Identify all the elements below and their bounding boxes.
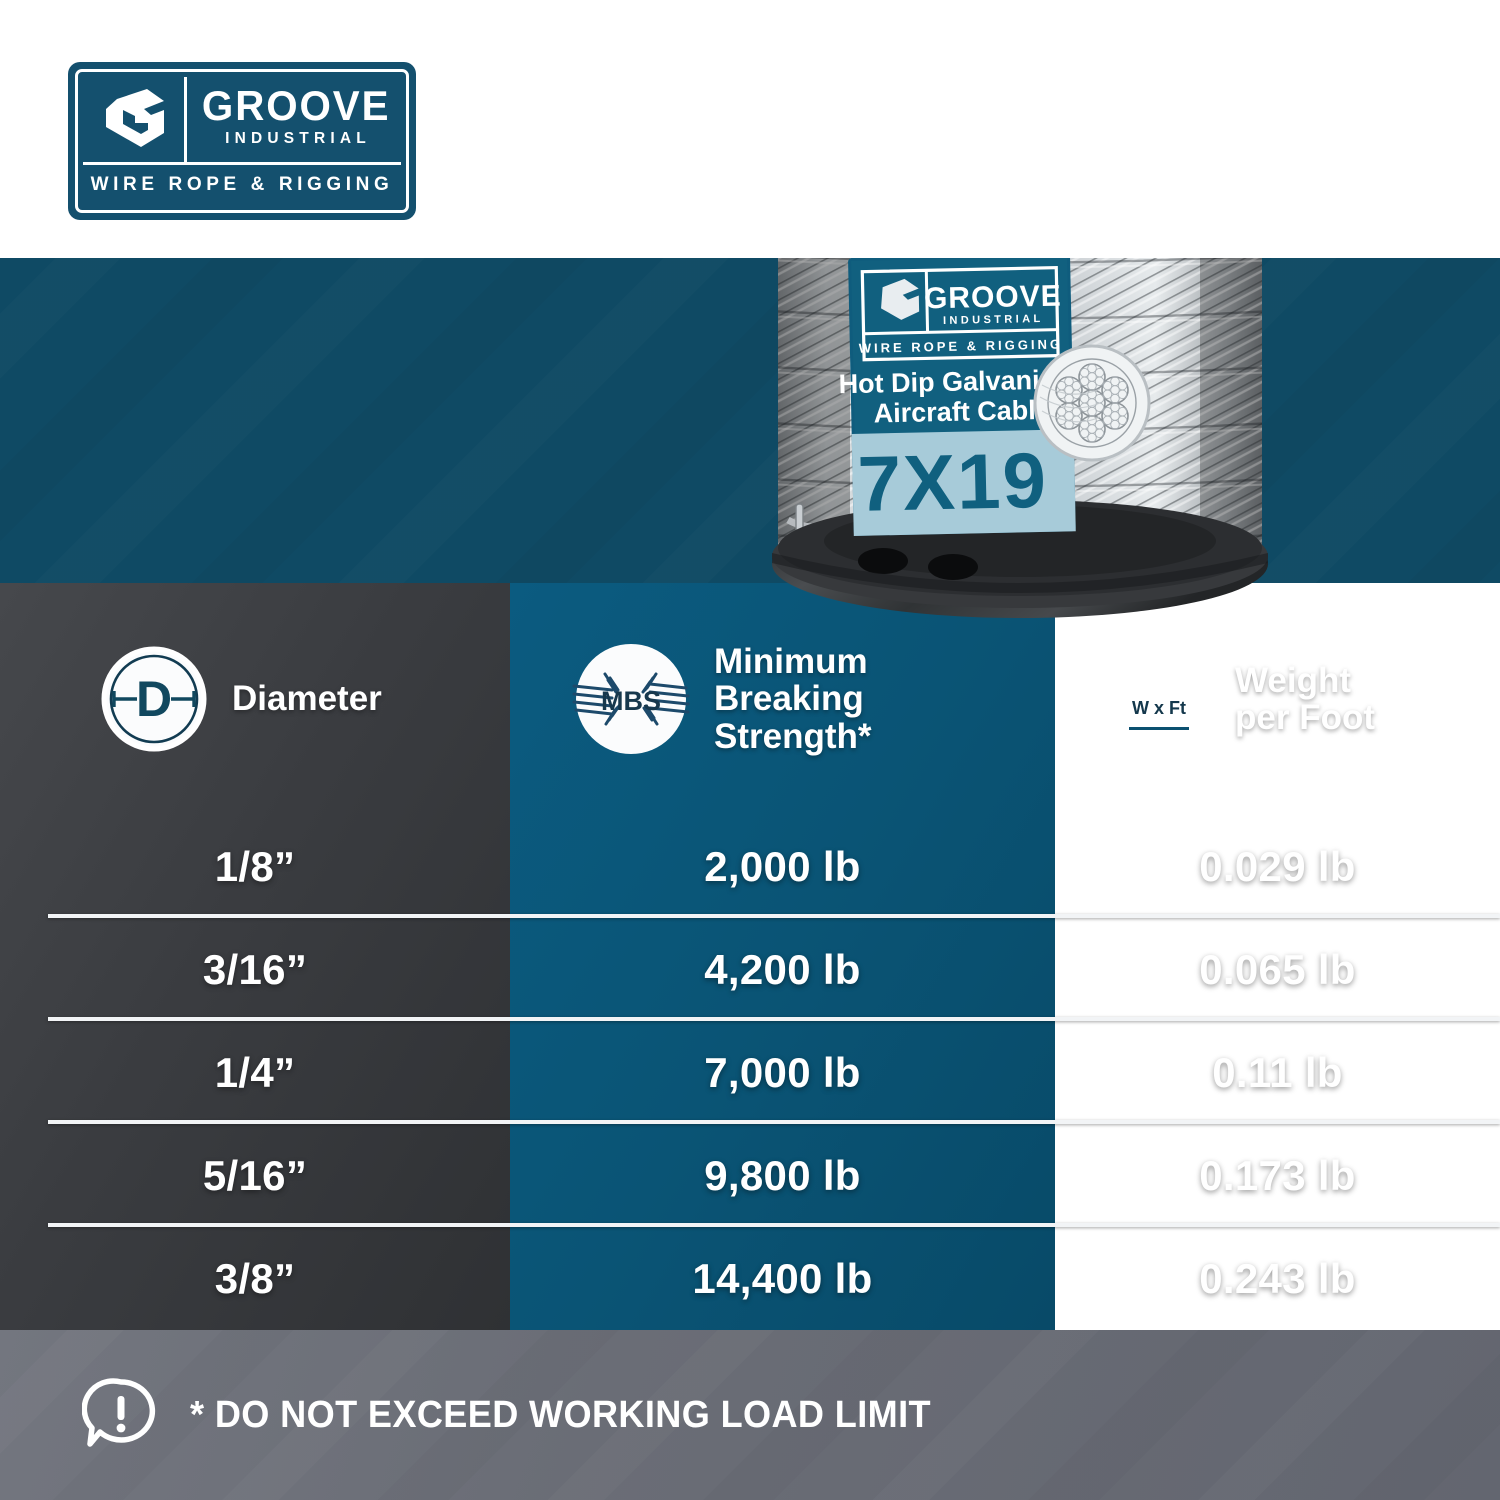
footer-stripe-texture — [0, 1330, 1500, 1500]
cable-cross-section-icon — [1033, 344, 1151, 462]
cell-diameter: 1/8” — [214, 842, 296, 890]
cell-weight: 0.243 lb — [1199, 1254, 1356, 1302]
specification-table: D Diameter — [0, 583, 1500, 1330]
brand-logo[interactable]: GROOVE INDUSTRIAL WIRE ROPE & RIGGING — [68, 62, 416, 220]
header-mbs-label: Minimum Breaking Strength* — [714, 642, 872, 756]
cell-diameter: 3/16” — [202, 945, 308, 993]
cell-weight: 0.173 lb — [1199, 1151, 1356, 1199]
cell-mbs: 9,800 lb — [704, 1151, 861, 1199]
svg-text:INDUSTRIAL: INDUSTRIAL — [943, 313, 1044, 327]
row-divider — [48, 1017, 1500, 1021]
table-header-row: D Diameter — [0, 583, 1500, 815]
weight-icon-text: W x Ft — [1132, 698, 1186, 718]
table-row: 1/8” 2,000 lb 0.029 lb — [0, 815, 1500, 918]
table-row: 3/16” 4,200 lb 0.065 lb — [0, 918, 1500, 1021]
warning-text: * DO NOT EXCEED WORKING LOAD LIMIT — [190, 1393, 931, 1436]
cell-diameter: 3/8” — [214, 1254, 296, 1302]
cell-diameter: 5/16” — [202, 1151, 308, 1199]
column-diameter-bg — [0, 583, 510, 1330]
cell-weight: 0.11 lb — [1212, 1048, 1343, 1096]
cell-weight: 0.065 lb — [1199, 945, 1356, 993]
g-hex-icon — [83, 77, 187, 162]
svg-text:7X19: 7X19 — [857, 436, 1049, 528]
svg-text:D: D — [136, 671, 172, 727]
header-diameter-label: Diameter — [232, 679, 382, 719]
product-label: GROOVE INDUSTRIAL WIRE ROPE & RIGGING Ho… — [838, 253, 1151, 536]
svg-text:WIRE ROPE & RIGGING: WIRE ROPE & RIGGING — [859, 337, 1064, 356]
brand-tagline: WIRE ROPE & RIGGING — [90, 174, 394, 195]
svg-text:Aircraft Cable: Aircraft Cable — [873, 395, 1051, 429]
brand-subname: INDUSTRIAL — [225, 129, 371, 147]
diameter-icon: D — [100, 645, 208, 753]
cell-mbs: 14,400 lb — [692, 1254, 873, 1302]
mbs-frayed-cable-icon: MBS — [572, 640, 690, 758]
cell-weight: 0.029 lb — [1199, 842, 1356, 890]
svg-text:GROOVE: GROOVE — [924, 280, 1062, 316]
footer-warning-bar: * DO NOT EXCEED WORKING LOAD LIMIT — [0, 1330, 1500, 1500]
table-row: 5/16” 9,800 lb 0.173 lb — [0, 1124, 1500, 1227]
table-row: 3/8” 14,400 lb 0.243 lb — [0, 1227, 1500, 1330]
header-weight: W x Ft Weight per Foot — [1055, 583, 1500, 815]
header-mbs: MBS Minimum Breaking Strength* — [510, 583, 1055, 815]
row-divider — [48, 1223, 1500, 1227]
exclamation-speech-bubble-icon — [81, 1374, 160, 1457]
cell-mbs: 4,200 lb — [704, 945, 861, 993]
mbs-icon-text: MBS — [601, 686, 661, 716]
header-diameter: D Diameter — [0, 583, 510, 815]
header-weight-label: Weight per Foot — [1235, 660, 1375, 737]
weight-kettlebell-icon: W x Ft — [1107, 647, 1211, 751]
cell-diameter: 1/4” — [214, 1048, 296, 1096]
row-divider — [48, 1120, 1500, 1124]
cell-mbs: 2,000 lb — [704, 842, 861, 890]
cell-mbs: 7,000 lb — [704, 1048, 861, 1096]
brand-name: GROOVE — [201, 82, 391, 130]
table-body: 1/8” 2,000 lb 0.029 lb 3/16” 4,200 lb 0.065 l… — [0, 815, 1500, 1330]
row-divider — [48, 914, 1500, 918]
table-row: 1/4” 7,000 lb 0.11 lb — [0, 1021, 1500, 1124]
